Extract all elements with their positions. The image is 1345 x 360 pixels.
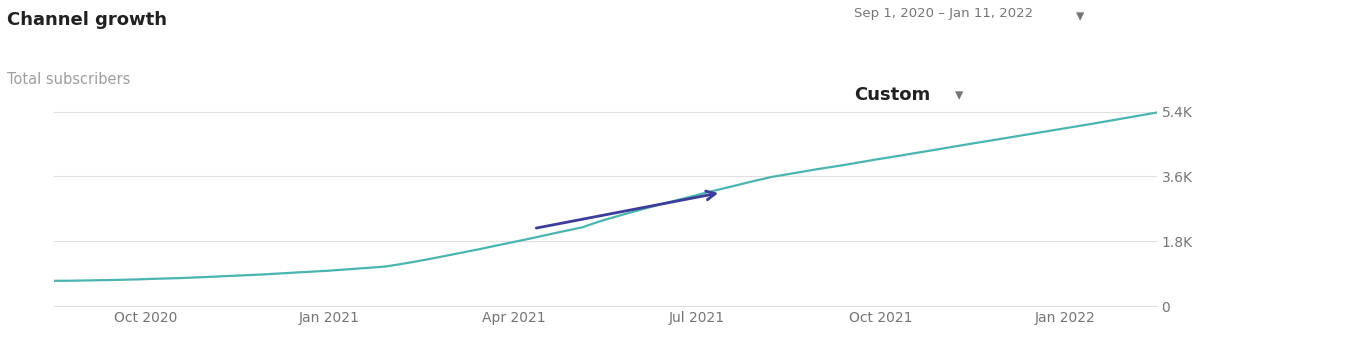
Text: ▾: ▾	[1076, 7, 1084, 25]
Text: Channel growth: Channel growth	[7, 11, 167, 29]
Text: Sep 1, 2020 – Jan 11, 2022: Sep 1, 2020 – Jan 11, 2022	[854, 7, 1033, 20]
Text: Total subscribers: Total subscribers	[7, 72, 130, 87]
Text: Custom: Custom	[854, 86, 931, 104]
Text: ▾: ▾	[955, 86, 963, 104]
